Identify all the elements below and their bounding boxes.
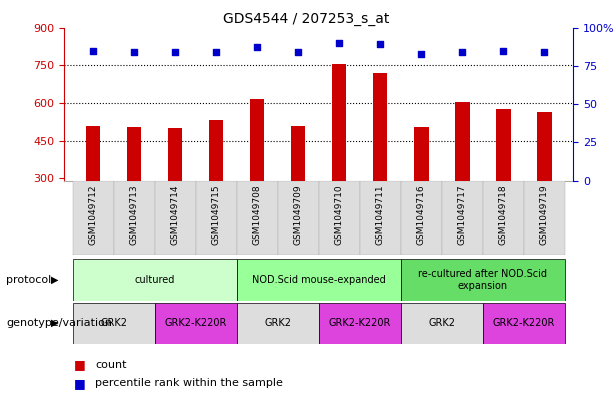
FancyBboxPatch shape — [278, 181, 319, 255]
Text: ▶: ▶ — [51, 318, 58, 328]
Point — [170, 49, 180, 55]
FancyBboxPatch shape — [113, 181, 154, 255]
FancyBboxPatch shape — [319, 303, 401, 344]
Text: GRK2: GRK2 — [428, 318, 455, 328]
Text: GRK2-K220R: GRK2-K220R — [329, 318, 391, 328]
FancyBboxPatch shape — [196, 181, 237, 255]
Bar — [332, 64, 346, 181]
FancyBboxPatch shape — [72, 259, 237, 301]
Text: genotype/variation: genotype/variation — [6, 318, 112, 328]
Text: GRK2: GRK2 — [100, 318, 127, 328]
Text: GSM1049710: GSM1049710 — [335, 184, 344, 245]
FancyBboxPatch shape — [442, 181, 483, 255]
Text: percentile rank within the sample: percentile rank within the sample — [95, 378, 283, 388]
Point — [253, 44, 262, 51]
Point — [457, 49, 467, 55]
Text: GRK2: GRK2 — [264, 318, 291, 328]
FancyBboxPatch shape — [154, 181, 196, 255]
FancyBboxPatch shape — [401, 181, 442, 255]
Point — [539, 49, 549, 55]
Bar — [455, 102, 470, 181]
Bar — [373, 73, 387, 181]
Text: GSM1049718: GSM1049718 — [499, 184, 508, 245]
FancyBboxPatch shape — [483, 181, 524, 255]
Text: ■: ■ — [74, 376, 86, 390]
FancyBboxPatch shape — [237, 303, 319, 344]
Text: GSM1049708: GSM1049708 — [253, 184, 262, 245]
Bar — [209, 121, 223, 181]
Point — [375, 41, 385, 48]
Text: cultured: cultured — [134, 275, 175, 285]
Text: GSM1049713: GSM1049713 — [129, 184, 139, 245]
Bar — [537, 112, 552, 181]
FancyBboxPatch shape — [524, 181, 565, 255]
FancyBboxPatch shape — [72, 181, 113, 255]
FancyBboxPatch shape — [360, 181, 401, 255]
Text: GSM1049709: GSM1049709 — [294, 184, 303, 245]
Text: GSM1049715: GSM1049715 — [211, 184, 221, 245]
Point — [88, 47, 98, 53]
Text: ▶: ▶ — [51, 275, 58, 285]
Bar — [414, 127, 428, 181]
Text: ■: ■ — [74, 358, 86, 371]
Text: GSM1049716: GSM1049716 — [417, 184, 426, 245]
Text: NOD.Scid mouse-expanded: NOD.Scid mouse-expanded — [252, 275, 386, 285]
Bar — [86, 125, 101, 181]
Text: GSM1049711: GSM1049711 — [376, 184, 385, 245]
Bar — [496, 109, 511, 181]
Bar — [127, 127, 142, 181]
FancyBboxPatch shape — [237, 259, 401, 301]
Text: protocol: protocol — [6, 275, 51, 285]
Point — [211, 49, 221, 55]
Text: count: count — [95, 360, 126, 370]
Bar — [291, 125, 305, 181]
Text: GDS4544 / 207253_s_at: GDS4544 / 207253_s_at — [223, 12, 390, 26]
Text: GRK2-K220R: GRK2-K220R — [164, 318, 227, 328]
Text: re-cultured after NOD.Scid
expansion: re-cultured after NOD.Scid expansion — [419, 269, 547, 291]
Point — [129, 49, 139, 55]
Text: GRK2-K220R: GRK2-K220R — [493, 318, 555, 328]
Bar — [250, 99, 264, 181]
Bar — [168, 128, 182, 181]
Text: GSM1049712: GSM1049712 — [89, 184, 97, 245]
FancyBboxPatch shape — [483, 303, 565, 344]
FancyBboxPatch shape — [154, 303, 237, 344]
Point — [416, 50, 426, 57]
Point — [334, 40, 344, 46]
Point — [498, 47, 508, 53]
FancyBboxPatch shape — [237, 181, 278, 255]
Text: GSM1049717: GSM1049717 — [458, 184, 467, 245]
FancyBboxPatch shape — [72, 303, 154, 344]
Text: GSM1049714: GSM1049714 — [170, 184, 180, 245]
FancyBboxPatch shape — [401, 303, 483, 344]
Text: GSM1049719: GSM1049719 — [540, 184, 549, 245]
FancyBboxPatch shape — [401, 259, 565, 301]
FancyBboxPatch shape — [319, 181, 360, 255]
Point — [294, 49, 303, 55]
